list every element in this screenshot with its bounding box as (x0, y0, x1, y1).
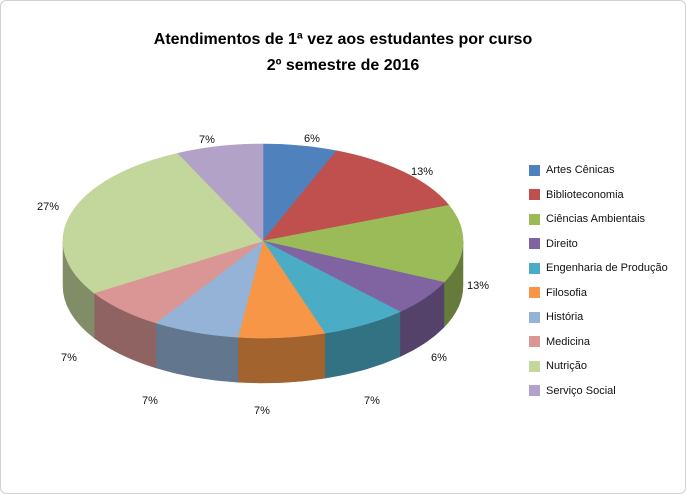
legend-swatch (529, 213, 540, 225)
pie-label: 7% (364, 395, 380, 407)
chart-title-line2: 2º semestre de 2016 (266, 56, 420, 74)
pie-slice-side (237, 332, 326, 384)
legend-item[interactable]: Filosofia (529, 281, 668, 306)
legend-label: Nutrição (546, 360, 587, 373)
legend-item[interactable]: Ciências Ambientais (529, 207, 668, 232)
legend-item[interactable]: Serviço Social (529, 379, 668, 404)
legend-swatch (529, 164, 540, 176)
legend-label: Serviço Social (546, 384, 616, 397)
pie-label: 27% (37, 201, 59, 213)
legend-label: Engenharia de Produção (546, 262, 668, 275)
pie-slice[interactable] (262, 204, 464, 283)
pie-label: 7% (61, 352, 77, 364)
pie-label: 6% (431, 352, 447, 364)
legend-swatch (529, 385, 540, 397)
chart-title-line1: Atendimentos de 1ª vez aos estudantes po… (153, 31, 533, 48)
legend-item[interactable]: História (529, 305, 668, 330)
chart-title: Atendimentos de 1ª vez aos estudantes po… (1, 27, 685, 78)
pie-label: 6% (304, 133, 320, 145)
pie-label: 7% (199, 134, 215, 146)
legend-item[interactable]: Nutrição (529, 354, 668, 379)
pie-slice[interactable] (177, 143, 264, 242)
pie-label: 13% (411, 166, 433, 178)
legend-swatch (529, 262, 540, 274)
legend-item[interactable]: Direito (529, 232, 668, 257)
legend-label: Artes Cênicas (546, 164, 615, 177)
pie-label: 7% (142, 395, 158, 407)
pie-slice[interactable] (62, 152, 264, 294)
legend-swatch (529, 360, 540, 372)
legend-item[interactable]: Biblioteconomia (529, 183, 668, 208)
legend-swatch (529, 336, 540, 348)
legend-swatch (529, 311, 540, 323)
legend: Artes Cênicas Biblioteconomia Ciências Amb… (529, 158, 668, 403)
legend-item[interactable]: Engenharia de Produção (529, 256, 668, 281)
legend-label: Filosofia (546, 286, 587, 299)
pie-label: 13% (467, 280, 489, 292)
pie-label: 7% (254, 405, 270, 417)
legend-label: Medicina (546, 335, 591, 348)
legend-item[interactable]: Artes Cênicas (529, 158, 668, 183)
legend-label: Direito (546, 237, 578, 250)
legend-label: Ciências Ambientais (546, 213, 646, 226)
legend-label: História (546, 311, 584, 324)
legend-swatch (529, 189, 540, 201)
legend-swatch (529, 238, 540, 250)
pie-slice[interactable] (262, 150, 450, 242)
legend-swatch (529, 287, 540, 299)
legend-label: Biblioteconomia (546, 188, 624, 201)
legend-item[interactable]: Medicina (529, 330, 668, 355)
